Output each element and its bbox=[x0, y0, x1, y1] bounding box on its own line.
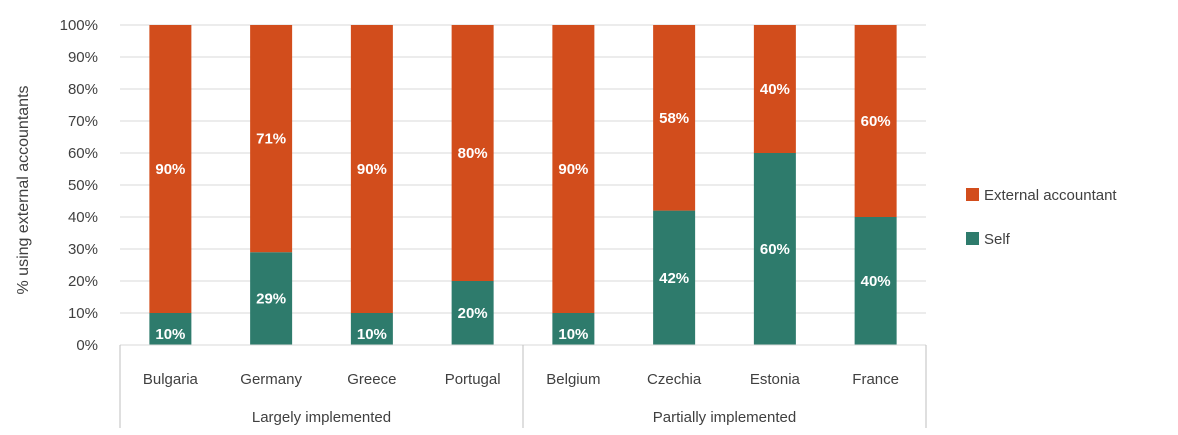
y-tick-label: 60% bbox=[68, 145, 98, 162]
data-label: 90% bbox=[357, 161, 387, 178]
x-category-label: Germany bbox=[240, 371, 302, 388]
x-category-label: Bulgaria bbox=[143, 371, 199, 388]
y-tick-label: 0% bbox=[76, 337, 98, 354]
bar-self bbox=[250, 252, 293, 345]
y-axis-label: % using external accountants bbox=[15, 85, 32, 294]
x-group-label: Partially implemented bbox=[653, 409, 796, 426]
bar-external-accountant bbox=[149, 25, 192, 313]
bar-self bbox=[350, 313, 393, 345]
x-category-label: Greece bbox=[347, 371, 396, 388]
data-label: 90% bbox=[155, 161, 185, 178]
bar-self bbox=[149, 313, 192, 345]
y-tick-label: 100% bbox=[60, 17, 98, 34]
data-label: 71% bbox=[256, 131, 286, 148]
legend-swatch bbox=[966, 232, 979, 245]
x-category-label: Belgium bbox=[546, 371, 600, 388]
bars: 10% 90% 29% 71% 10% 90% 20% 80% 10% 90% 42% 58% 60% 4… bbox=[149, 25, 897, 345]
data-label: 60% bbox=[760, 241, 790, 258]
data-label: 10% bbox=[357, 326, 387, 343]
y-tick-label: 80% bbox=[68, 81, 98, 98]
bar-self bbox=[753, 153, 796, 345]
legend: External accountant Self bbox=[966, 187, 1117, 248]
legend-swatch bbox=[966, 188, 979, 201]
legend-label: External accountant bbox=[984, 187, 1117, 204]
bar-external-accountant bbox=[451, 25, 494, 281]
bar-self bbox=[653, 210, 696, 345]
data-label: 58% bbox=[659, 110, 689, 127]
y-tick-label: 20% bbox=[68, 273, 98, 290]
data-label: 42% bbox=[659, 270, 689, 287]
x-category-label: Portugal bbox=[445, 371, 501, 388]
data-label: 10% bbox=[155, 326, 185, 343]
y-tick-label: 90% bbox=[68, 49, 98, 66]
legend-label: Self bbox=[984, 231, 1011, 248]
data-label: 20% bbox=[458, 305, 488, 322]
bar-external-accountant bbox=[753, 25, 796, 153]
y-tick-label: 30% bbox=[68, 241, 98, 258]
data-label: 60% bbox=[861, 113, 891, 130]
y-tick-label: 40% bbox=[68, 209, 98, 226]
bar-external-accountant bbox=[350, 25, 393, 313]
data-label: 40% bbox=[861, 273, 891, 290]
y-tick-label: 70% bbox=[68, 113, 98, 130]
bar-self bbox=[451, 281, 494, 345]
data-label: 40% bbox=[760, 81, 790, 98]
x-category-label: France bbox=[852, 371, 899, 388]
data-label: 10% bbox=[558, 326, 588, 343]
y-tick-label: 10% bbox=[68, 305, 98, 322]
y-tick-label: 50% bbox=[68, 177, 98, 194]
data-label: 90% bbox=[558, 161, 588, 178]
x-group-label: Largely implemented bbox=[252, 409, 391, 426]
bar-self bbox=[854, 217, 897, 345]
x-category-label: Estonia bbox=[750, 371, 801, 388]
y-axis-ticks: 0% 10% 20% 30% 40% 50% 60% 70% 80% 90% 100% bbox=[60, 17, 98, 354]
gridlines bbox=[120, 24, 926, 346]
bar-external-accountant bbox=[854, 25, 897, 217]
data-label: 29% bbox=[256, 291, 286, 308]
data-label: 80% bbox=[458, 145, 488, 162]
bar-self bbox=[552, 313, 595, 345]
bar-external-accountant bbox=[552, 25, 595, 313]
x-axis: Bulgaria Germany Greece Portugal Belgium Czec… bbox=[119, 344, 927, 428]
bar-external-accountant bbox=[653, 25, 696, 211]
x-category-label: Czechia bbox=[647, 371, 702, 388]
bar-external-accountant bbox=[250, 25, 293, 253]
